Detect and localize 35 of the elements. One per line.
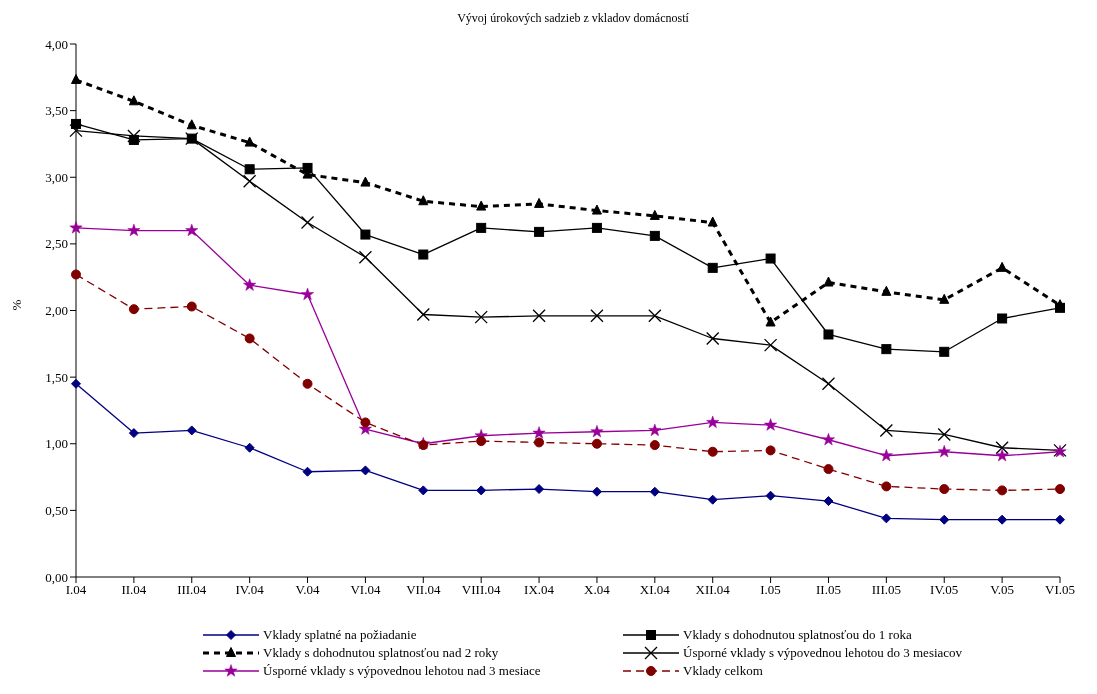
legend-label: Úsporné vklady s výpovednou lehotou do 3 mesiacov [683,645,963,661]
x-tick-label: VI.05 [1045,582,1075,598]
y-tick-label: 4,00 [45,36,68,52]
y-tick-label: 1,00 [45,436,68,452]
legend-label: Úsporné vklady s výpovednou lehotou nad 3 mesiace [263,663,541,679]
y-tick-label: 3,50 [45,103,68,119]
y-tick-label: 2,00 [45,303,68,319]
legend-label: Vklady splatné na požiadanie [263,627,417,643]
legend-label: Vklady s dohodnutou splatnosťou nad 2 roky [263,645,499,661]
x-tick-label: V.05 [990,582,1015,598]
x-tick-label: VIII.04 [461,582,501,598]
x-tick-label: II.05 [816,582,841,598]
x-tick-label: XI.04 [639,582,671,598]
x-tick-label: VI.04 [350,582,381,598]
x-tick-label: II.04 [121,582,147,598]
x-tick-label: V.04 [295,582,321,598]
x-tick-label: VII.04 [406,582,441,598]
x-tick-label: IV.04 [235,582,265,598]
x-tick-label: I.04 [65,582,87,598]
x-tick-label: I.05 [760,582,781,598]
legend-label: Vklady s dohodnutou splatnosťou do 1 roka [683,627,912,643]
x-tick-label: X.04 [584,582,611,598]
y-tick-label: 0,50 [45,502,68,518]
x-tick-label: IX.04 [524,582,555,598]
x-tick-label: III.04 [177,582,207,598]
x-tick-label: IV.05 [930,582,959,598]
x-tick-label: XII.04 [695,582,731,598]
chart-title: Vývoj úrokových sadzieb z vkladov domácností [456,10,690,27]
y-tick-label: 2,50 [45,236,68,252]
legend-label: Vklady celkom [683,663,763,679]
y-axis-title: % [8,299,24,311]
y-tick-label: 1,50 [45,369,68,385]
x-tick-label: III.05 [871,582,901,598]
y-tick-label: 0,00 [45,569,68,585]
y-tick-label: 3,00 [45,169,68,185]
